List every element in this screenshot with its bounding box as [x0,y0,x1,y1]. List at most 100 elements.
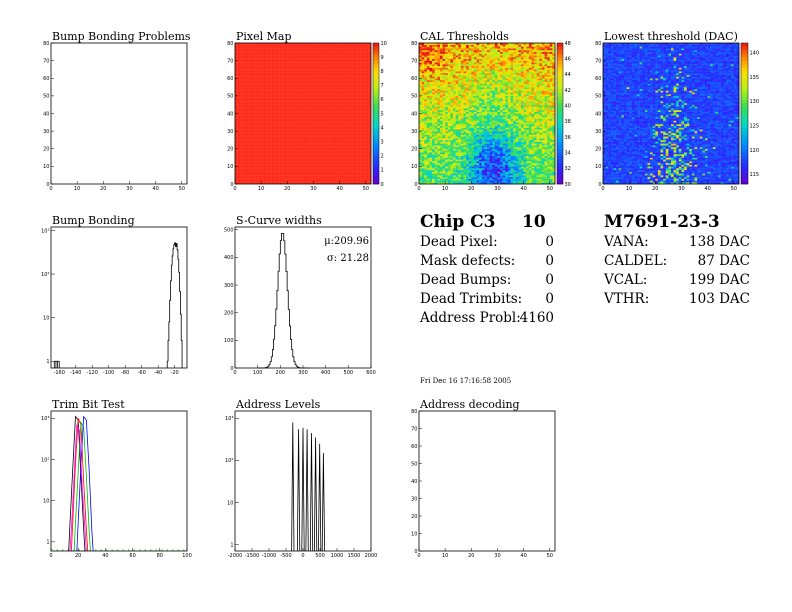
heatmap-cell [484,169,488,172]
heatmap-cell [634,175,638,178]
heatmap-cell [455,113,459,116]
heatmap-cell [725,171,729,174]
heatmap-cell [437,152,441,155]
heatmap-cell [479,44,482,47]
heatmap-cell [489,138,493,141]
heatmap-cell [492,81,496,84]
heatmap-cell [526,50,530,53]
heatmap-cell [434,69,438,72]
heatmap-cell [549,58,553,61]
heatmap-cell [460,74,464,77]
heatmap-cell [705,175,708,178]
heatmap-cell [434,157,438,160]
heatmap-cell [497,60,501,63]
heatmap-cell [429,175,433,178]
colorbar-cell [373,67,379,72]
heatmap-cell [421,111,425,114]
heatmap-cell [610,176,614,179]
heatmap-cell [629,173,632,176]
heatmap-cell [702,171,706,174]
heatmap-cell [419,171,422,174]
heatmap-cell [476,118,480,121]
heatmap-cell [616,178,619,181]
heatmap-cell [531,92,535,95]
heatmap-cell [608,171,612,174]
heatmap-cell [463,178,467,181]
heatmap-cell [439,104,443,107]
heatmap-cell [455,171,459,174]
heatmap-cell [552,51,556,54]
heatmap-cell [528,101,532,104]
heatmap-cell [434,83,438,86]
heatmap-cell [429,108,433,111]
heatmap-cell [471,104,475,107]
heatmap-cell [541,97,545,100]
heatmap-cell [518,171,522,174]
heatmap-cell [484,141,488,144]
heatmap-cell [526,109,530,112]
heatmap-cell [442,145,446,148]
heatmap-cell [523,120,527,123]
heatmap-cell [518,108,522,111]
heatmap-cell [439,154,443,156]
x-tick-label: 10 [442,186,448,192]
heatmap-cell [691,182,695,185]
heatmap-cell [424,113,428,116]
heatmap-cell [544,122,548,125]
heatmap-cell [507,50,511,53]
heatmap-cell [663,182,666,185]
heatmap-cell [421,76,425,79]
heatmap-cell [447,143,451,146]
heatmap-cell [536,180,540,183]
heatmap-cell [541,146,545,149]
heatmap-cell [466,173,469,176]
heatmap-cell [468,154,472,156]
heatmap-cell [437,113,441,116]
heatmap-cell [426,150,430,153]
heatmap-cell [434,176,438,179]
heatmap-cell [523,124,527,127]
heatmap-cell [518,150,522,153]
heatmap-cell [494,120,498,123]
heatmap-cell [500,139,503,142]
heatmap-cell [521,127,524,130]
heatmap-cell [479,104,482,107]
heatmap-cell [507,48,511,51]
heatmap-cell [445,120,448,123]
heatmap-cell [547,145,550,148]
heatmap-cell [531,83,535,86]
heatmap-cell [471,111,475,114]
heatmap-cell [494,155,498,158]
heatmap-cell [484,92,488,95]
heatmap-cell [463,50,467,53]
heatmap-cell [466,57,469,60]
heatmap-cell [552,48,556,51]
heatmap-cell [544,69,548,72]
heatmap-cell [534,171,537,174]
heatmap-cell [458,94,462,97]
heatmap-cell [534,162,537,165]
heatmap-cell [481,71,485,74]
heatmap-cell [476,109,480,112]
heatmap-cell [481,168,485,171]
heatmap-cell [528,161,532,164]
heatmap-cell [426,132,430,135]
heatmap-cell [710,178,714,181]
heatmap-cell [541,87,545,90]
heatmap-cell [637,182,640,185]
heatmap-cell [424,138,428,141]
heatmap-cell [513,44,516,47]
heatmap-cell [432,85,435,88]
heatmap-cell [419,55,422,58]
heatmap-cell [455,92,459,95]
heatmap-cell [419,83,422,86]
heatmap-cell [468,168,472,171]
heatmap-cell [500,164,503,167]
heatmap-cell [455,71,459,74]
heatmap-cell [526,92,530,95]
heatmap-cell [429,152,433,155]
heatmap-cell [528,132,532,135]
heatmap-cell [434,162,438,165]
heatmap-cell [432,43,435,45]
heatmap-cell [523,87,527,90]
